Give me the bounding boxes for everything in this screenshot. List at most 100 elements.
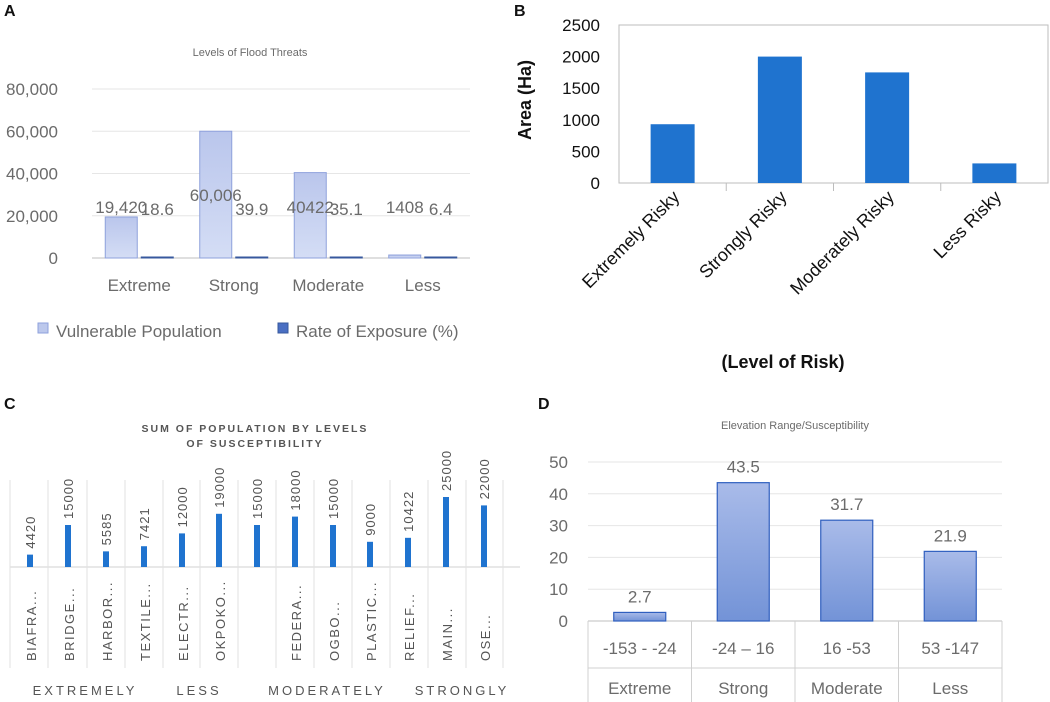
chart-a-label-vulnerable: 1408 [386,198,424,217]
chart-d-data-labels: 2.7 43.5 31.7 21.9 [628,458,967,607]
chart-a-bar-exposure [235,256,269,259]
chart-d-categories: -153 - -24 Extreme -24 – 16 Strong 16 -53 Mod… [603,639,979,698]
chart-c-data-label: 9000 [363,503,378,536]
chart-a-legend: Vulnerable Population Rate of Exposure (… [37,322,459,341]
legend-swatch-exposure [277,322,289,334]
chart-c-title-line-1: SUM OF POPULATION BY LEVELS [142,423,369,435]
chart-d-data-label: 43.5 [727,458,760,477]
chart-c-bar [367,541,373,567]
chart-d-y-tick: 20 [549,548,568,567]
chart-c-category-label: MAIN... [440,607,455,661]
chart-d: Elevation Range/Susceptibility 0 10 20 30 40… [549,420,1003,702]
chart-a-title: Levels of Flood Threats [193,47,308,59]
panel-b-letter: B [514,3,526,20]
chart-c-category-label: PLASTIC... [364,581,379,661]
chart-c-data-label: 15000 [61,478,76,519]
chart-d-category-label: 53 -147 [921,639,979,658]
chart-a-y-tick: 80,000 [6,80,58,99]
chart-b-y-tick: 1000 [562,111,600,130]
chart-c-category-label: OKPOKO... [213,580,228,661]
chart-a-bar-exposure [329,256,363,259]
chart-a-label-vulnerable: 60,006 [190,186,242,205]
chart-d-data-label: 31.7 [830,495,863,514]
chart-b-category-label: Extremely Risky [578,187,683,292]
chart-c-bar [27,554,33,567]
chart-d-bars [613,482,977,622]
panel-d-letter: D [538,396,550,413]
chart-b-bar [650,124,695,183]
chart-a-label-vulnerable: 19,420 [95,198,147,217]
chart-a-y-tick: 20,000 [6,207,58,226]
chart-d-y-ticks: 0 10 20 30 40 50 [549,453,568,631]
chart-b-categories: Extremely Risky Strongly RiskyModerately … [578,187,1005,299]
chart-c-data-label: 5585 [99,512,114,545]
chart-c-data-label: 4420 [23,516,38,549]
chart-d-data-label: 21.9 [934,526,967,545]
chart-a-bars [104,130,458,259]
chart-a-label-vulnerable: 40422 [287,198,334,217]
chart-c-bar [443,497,449,567]
chart-b-bar [972,163,1017,183]
chart-c-title-line-2: OF SUSCEPTIBILITY [186,438,323,450]
chart-c-bar [254,525,260,567]
chart-d-bar [716,482,770,622]
chart-c-group-label: EXTREMELY [33,683,138,698]
chart-d-y-tick: 30 [549,517,568,536]
chart-d-category-label: -24 – 16 [712,639,774,658]
chart-c-data-label: 12000 [175,486,190,527]
legend-label-vulnerable: Vulnerable Population [56,322,222,341]
chart-a-bar-vulnerable [104,216,138,259]
chart-b-y-ticks: 0 500 1000 1500 2000 2500 [562,16,600,193]
chart-d-y-tick: 0 [559,612,568,631]
chart-d-data-label: 2.7 [628,587,652,606]
chart-b-y-tick: 0 [591,174,600,193]
chart-d-title: Elevation Range/Susceptibility [721,420,869,432]
chart-c-category-label: TEXTILE... [138,582,153,661]
legend-swatch-vulnerable [37,322,49,334]
chart-a-category-label: Extreme [108,276,171,295]
chart-a-categories: Extreme Strong Moderate Less [108,276,441,295]
chart-a-bar-vulnerable [293,172,327,259]
chart-c-bar [292,516,298,567]
panel-c-letter: C [4,396,16,413]
chart-c-category-label: RELIEF... [402,593,417,661]
chart-b: Area (Ha) 0 500 1000 1500 2000 2500 Extremely… [515,16,1049,372]
chart-a-bar-exposure [424,256,458,259]
chart-b-y-tick: 1500 [562,79,600,98]
chart-d-category-label: 16 -53 [823,639,871,658]
chart-a-y-ticks: 0 20,000 40,000 60,000 80,000 [6,80,58,268]
chart-d-group-label: Extreme [608,679,671,698]
panel-a-letter: A [4,3,16,20]
chart-a-bar-vulnerable [388,254,422,259]
chart-d-group-label: Moderate [811,679,883,698]
chart-d-group-label: Strong [718,679,768,698]
chart-d-y-tick: 10 [549,580,568,599]
chart-c-data-label: 25000 [439,450,454,491]
chart-d-y-tick: 40 [549,485,568,504]
chart-b-y-tick: 2500 [562,16,600,35]
chart-c: SUM OF POPULATION BY LEVELS OF SUSCEPTIB… [9,423,520,698]
chart-c-bar [179,533,185,567]
chart-c-data-label: 15000 [250,478,265,519]
chart-c-categories: BIAFRA... BRIDGE... HARBOR... TEXTILE... ELE… [24,580,493,661]
chart-c-data-labels: 4420 15000 5585 7421 12000 19000 15000 18000 150… [23,450,492,549]
chart-b-category-label: Less Risky [930,187,1006,263]
chart-c-data-label: 18000 [288,469,303,510]
chart-c-data-label: 7421 [137,507,152,540]
chart-d-bar [923,550,977,622]
chart-a-bar-vulnerable [199,130,233,259]
chart-c-group-label: MODERATELY [268,683,386,698]
chart-c-frame [9,480,520,668]
chart-b-bar [757,56,802,183]
chart-c-bar [330,525,336,567]
chart-c-data-label: 19000 [212,467,227,508]
chart-a-category-label: Strong [209,276,259,295]
chart-b-category-label: Moderately Risky [786,187,898,299]
chart-a-grid [92,88,470,259]
chart-c-bar [103,551,109,567]
chart-b-y-tick: 2000 [562,48,600,67]
chart-c-category-label: BRIDGE... [62,587,77,661]
chart-a-label-exposure: 39.9 [235,200,268,219]
